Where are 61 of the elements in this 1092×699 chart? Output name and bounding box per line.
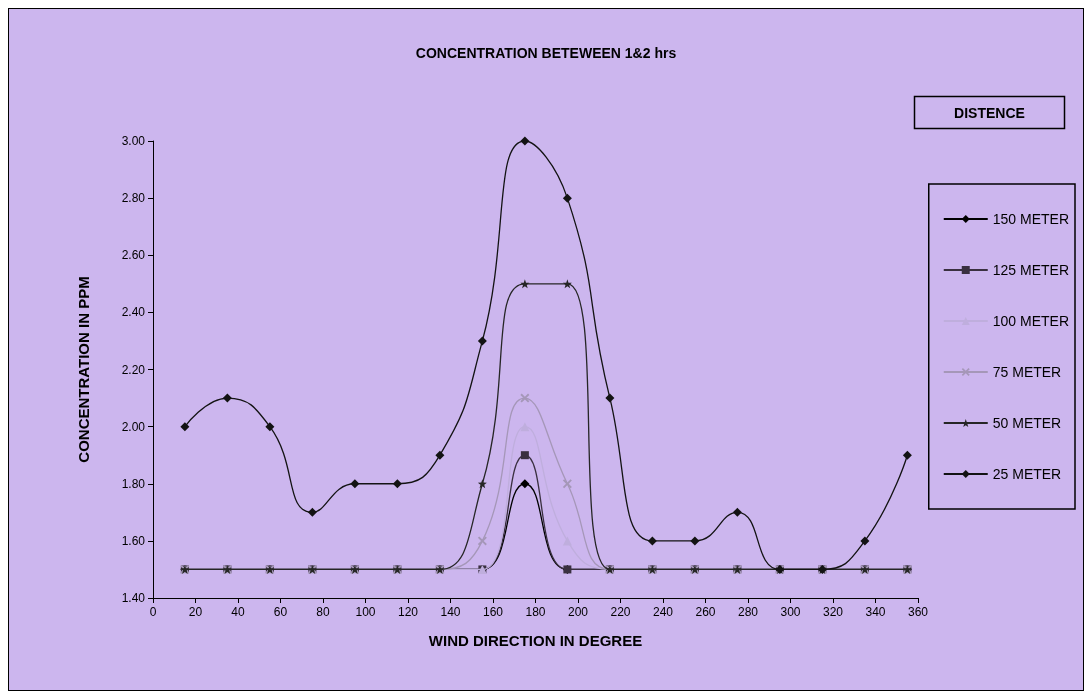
x-tick-label: 220 bbox=[610, 605, 631, 619]
legend-label: 75 METER bbox=[992, 364, 1062, 380]
x-tick-label: 100 bbox=[355, 605, 376, 619]
x-tick-label: 20 bbox=[188, 605, 203, 619]
chart-title: CONCENTRATION BETEWEEN 1&2 hrs bbox=[415, 45, 677, 61]
point bbox=[435, 450, 445, 460]
point bbox=[860, 536, 870, 546]
point bbox=[902, 450, 912, 460]
x-tick-label: 40 bbox=[231, 605, 245, 619]
y-tick-label: 3.00 bbox=[121, 134, 146, 148]
point bbox=[392, 479, 402, 489]
x-tick-label: 260 bbox=[695, 605, 716, 619]
point bbox=[222, 393, 232, 403]
point bbox=[562, 479, 572, 489]
y-tick-label: 1.40 bbox=[121, 591, 146, 605]
legend-label: 100 METER bbox=[992, 313, 1069, 329]
point bbox=[520, 393, 530, 403]
x-tick-label: 140 bbox=[440, 605, 461, 619]
legend-label: 25 METER bbox=[992, 466, 1062, 482]
x-tick-label: 60 bbox=[273, 605, 288, 619]
y-tick-label: 2.80 bbox=[121, 191, 146, 206]
x-tick-label: 240 bbox=[652, 605, 674, 619]
point bbox=[647, 536, 657, 546]
point bbox=[350, 479, 360, 489]
legend-label: 150 METER bbox=[992, 211, 1069, 227]
point bbox=[605, 393, 615, 403]
x-tick-label: 120 bbox=[397, 605, 419, 619]
y-tick-label: 2.00 bbox=[121, 419, 146, 434]
point bbox=[477, 479, 487, 489]
x-tick-label: 280 bbox=[737, 605, 759, 619]
point bbox=[265, 422, 275, 432]
x-tick-label: 80 bbox=[316, 605, 330, 619]
x-tick-label: 0 bbox=[149, 605, 157, 619]
legend-title: DISTENCE bbox=[954, 104, 1025, 121]
y-axis-title: CONCENTRATION IN PPM bbox=[75, 276, 92, 463]
point bbox=[520, 479, 530, 489]
point bbox=[732, 507, 742, 517]
y-tick-label: 2.20 bbox=[121, 362, 146, 377]
point bbox=[562, 193, 572, 203]
point bbox=[520, 451, 529, 460]
legend-label: 125 METER bbox=[992, 262, 1069, 278]
point bbox=[690, 536, 700, 546]
y-tick-label: 1.80 bbox=[121, 476, 146, 491]
legend-label: 50 METER bbox=[992, 415, 1062, 431]
point bbox=[307, 507, 317, 517]
point bbox=[520, 136, 530, 146]
y-tick-label: 2.60 bbox=[121, 248, 146, 263]
x-tick-label: 360 bbox=[907, 605, 929, 619]
point bbox=[477, 336, 487, 346]
x-tick-label: 200 bbox=[567, 605, 589, 619]
point bbox=[180, 422, 190, 432]
y-tick-label: 1.60 bbox=[121, 533, 146, 548]
point bbox=[477, 536, 487, 546]
x-tick-label: 300 bbox=[780, 605, 801, 619]
x-tick-label: 320 bbox=[822, 605, 844, 619]
point bbox=[562, 279, 572, 289]
x-tick-label: 180 bbox=[525, 605, 546, 619]
y-tick-label: 2.40 bbox=[121, 305, 146, 320]
x-tick-label: 340 bbox=[865, 605, 886, 619]
x-tick-label: 160 bbox=[482, 605, 504, 619]
x-axis-title: WIND DIRECTION IN DEGREE bbox=[428, 632, 643, 649]
